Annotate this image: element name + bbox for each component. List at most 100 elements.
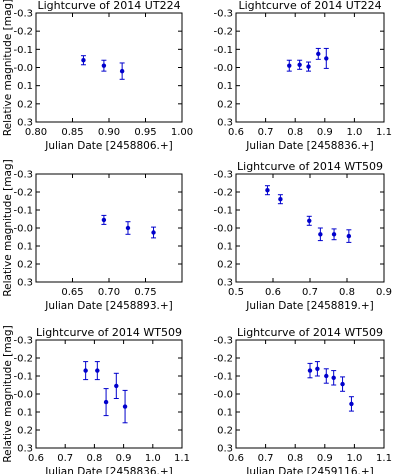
y-tick-label: -0.2	[13, 354, 33, 365]
data-point	[331, 371, 336, 385]
data-point	[123, 390, 128, 422]
chart-title: Lightcurve of 2014 WT509	[36, 326, 182, 339]
x-tick-label: 0.8	[86, 453, 102, 464]
data-point	[297, 60, 302, 69]
x-tick-label: 0.70	[98, 287, 120, 298]
chart-panel-3: 0.65 0.70 0.75 -0.3 -0.2 -0.1 -0.0 0.1 0.2 0.3 Jul…	[2, 159, 182, 312]
data-point	[101, 215, 106, 224]
chart-title: Lightcurve of 2014 UT224	[37, 0, 180, 12]
y-tick-label: -0.2	[213, 27, 233, 38]
y-tick-label: -0.1	[13, 45, 33, 56]
data-marker	[316, 52, 320, 56]
x-tick-label: 0.8	[339, 287, 355, 298]
data-marker	[102, 218, 106, 222]
data-point	[324, 48, 329, 68]
x-tick-label: 0.7	[258, 127, 274, 138]
x-axis-label: Julian Date [2458836.+]	[44, 466, 173, 474]
y-tick-label: 0.2	[217, 260, 233, 271]
chart-title: Lightcurve of 2014 UT224	[238, 0, 381, 12]
y-tick-label: -0.3	[213, 170, 233, 181]
y-tick-label: -0.3	[213, 336, 233, 347]
chart-panel-2: Lightcurve of 2014 UT224 0.6 0.7 0.8 0.9 1.0 1…	[213, 0, 391, 152]
plot-frame	[236, 340, 384, 448]
x-tick-label: 0.8	[287, 127, 303, 138]
data-marker	[123, 404, 127, 408]
data-point	[306, 62, 311, 71]
y-tick-label: 0.3	[217, 444, 233, 455]
x-tick-label: 0.7	[258, 453, 274, 464]
y-tick-label: 0.2	[217, 426, 233, 437]
y-tick-label: 0.2	[17, 426, 33, 437]
y-tick-label: -0.0	[13, 224, 33, 235]
data-point	[315, 362, 320, 376]
x-tick-label: 0.6	[228, 127, 244, 138]
x-axis-label: Julian Date [2459116.+]	[245, 466, 374, 474]
y-tick-label: -0.2	[13, 27, 33, 38]
x-tick-label: 0.80	[25, 127, 47, 138]
y-tick-label: 0.3	[17, 118, 33, 129]
y-tick-label: -0.0	[13, 63, 33, 74]
data-marker	[95, 368, 99, 372]
data-point	[324, 369, 329, 383]
data-point	[346, 230, 351, 243]
x-tick-label: 0.8	[287, 453, 303, 464]
data-point	[318, 228, 323, 241]
data-point	[114, 373, 119, 398]
data-marker	[83, 368, 87, 372]
x-tick-label: 0.9	[116, 453, 132, 464]
x-axis-label: Julian Date [2458836.+]	[245, 140, 374, 152]
y-tick-label: 0.2	[217, 99, 233, 110]
data-marker	[307, 219, 311, 223]
y-axis-label: Relative magnitude [mag]	[2, 0, 14, 136]
data-point	[104, 389, 109, 416]
x-tick-label: 0.5	[228, 287, 244, 298]
y-tick-label: -0.0	[213, 63, 233, 74]
data-point	[287, 60, 292, 71]
chart-title: Lightcurve of 2014 WT509	[237, 326, 383, 339]
y-tick-label: 0.1	[217, 81, 233, 92]
y-tick-label: 0.3	[17, 278, 33, 289]
plot-frame	[36, 13, 182, 122]
y-tick-label: 0.3	[217, 278, 233, 289]
x-tick-label: 0.85	[61, 127, 83, 138]
data-point	[265, 186, 270, 195]
y-axis-label: Relative magnitude [mag]	[2, 325, 14, 462]
x-tick-label: 1.0	[346, 453, 362, 464]
y-axis-label: Relative magnitude [mag]	[2, 159, 14, 296]
y-tick-label: -0.3	[13, 336, 33, 347]
x-tick-label: 0.75	[134, 287, 156, 298]
data-point	[120, 63, 125, 79]
data-marker	[306, 64, 310, 68]
y-tick-label: 0.1	[217, 242, 233, 253]
data-point	[307, 216, 312, 225]
y-tick-label: 0.1	[217, 408, 233, 419]
x-tick-label: 1.1	[174, 453, 190, 464]
data-marker	[297, 63, 301, 67]
data-marker	[315, 367, 319, 371]
data-marker	[114, 384, 118, 388]
data-marker	[324, 374, 328, 378]
chart-panel-5: Lightcurve of 2014 WT509 0.6 0.7 0.8 0.9 1.0 1…	[2, 325, 190, 474]
data-point	[340, 377, 345, 391]
data-marker	[308, 368, 312, 372]
x-tick-label: 0.6	[228, 453, 244, 464]
y-tick-label: 0.1	[17, 81, 33, 92]
data-point	[81, 56, 86, 65]
chart-panel-4: Lightcurve of 2014 WT509 0.5 0.6 0.7 0.8 0.9 -…	[213, 160, 391, 312]
data-point	[95, 362, 100, 380]
data-point	[101, 60, 106, 71]
x-tick-label: 0.65	[61, 287, 83, 298]
data-marker	[332, 232, 336, 236]
data-marker	[81, 58, 85, 62]
y-tick-label: -0.3	[213, 9, 233, 20]
y-tick-label: 0.3	[217, 118, 233, 129]
y-tick-label: 0.2	[17, 99, 33, 110]
y-tick-label: -0.2	[213, 188, 233, 199]
data-point	[349, 397, 354, 411]
data-marker	[324, 56, 328, 60]
chart-title: Lightcurve of 2014 WT509	[237, 160, 383, 173]
x-tick-label: 0.95	[134, 127, 156, 138]
x-tick-label: 1.00	[171, 127, 193, 138]
chart-panel-6: Lightcurve of 2014 WT509 0.6 0.7 0.8 0.9 1.0 1…	[213, 326, 391, 474]
